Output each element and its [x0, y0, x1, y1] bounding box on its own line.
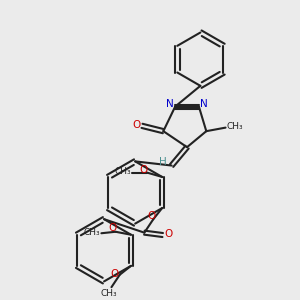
Text: O: O — [108, 223, 116, 233]
Text: N: N — [200, 99, 208, 109]
Text: H: H — [160, 157, 167, 167]
Text: O: O — [133, 120, 141, 130]
Text: CH₃: CH₃ — [114, 167, 131, 176]
Text: CH₃: CH₃ — [100, 289, 117, 298]
Text: O: O — [164, 229, 173, 238]
Text: CH₃: CH₃ — [84, 228, 100, 237]
Text: CH₃: CH₃ — [226, 122, 243, 131]
Text: O: O — [148, 212, 156, 221]
Text: O: O — [110, 268, 118, 278]
Text: O: O — [139, 164, 147, 175]
Text: N: N — [166, 99, 174, 109]
